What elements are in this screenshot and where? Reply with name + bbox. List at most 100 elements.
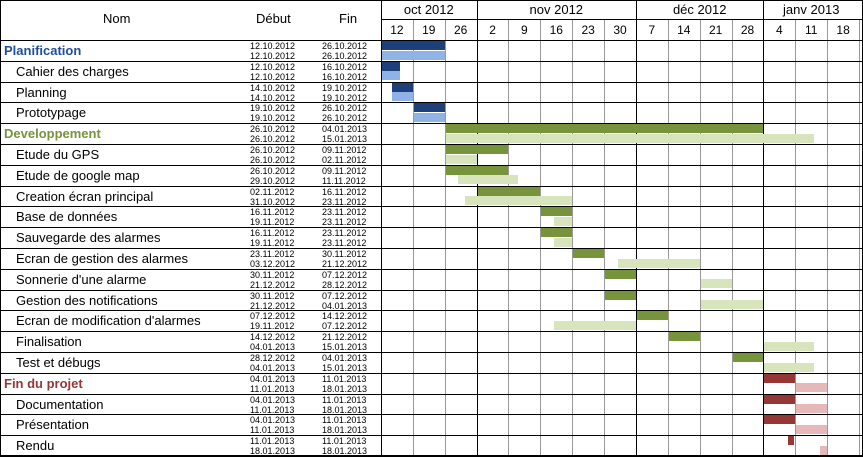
- task-date-end2: 28.12.2012: [322, 279, 368, 290]
- task-date-start1: 28.12.2012: [250, 353, 296, 363]
- task-name: Ecran de gestion des alarmes: [16, 251, 188, 266]
- month-label: déc 2012: [672, 2, 727, 17]
- task-date-end1: 11.01.2013: [322, 373, 367, 384]
- task-bar-actual: [796, 424, 828, 434]
- month-label: oct 2012: [403, 2, 454, 17]
- week-label: 16: [549, 23, 563, 37]
- task-bar-planned: [788, 436, 794, 446]
- task-bar-actual: [554, 237, 573, 247]
- task-date-start2: 04.01.2013: [250, 363, 296, 373]
- task-date-start1: 26.10.2012: [250, 145, 296, 155]
- week-label: 2: [489, 23, 496, 37]
- week-label: 21: [708, 23, 723, 37]
- task-bar-actual: [464, 196, 573, 206]
- task-bar-planned: [382, 61, 401, 71]
- task-date-end1: 16.10.2012: [322, 61, 368, 72]
- task-date-end2: 18.01.2013: [322, 404, 368, 415]
- task-bar-planned: [541, 207, 573, 217]
- task-date-start2: 21.12.2012: [250, 300, 296, 311]
- task-date-start2: 12.10.2012: [250, 71, 296, 82]
- week-label: 4: [776, 23, 783, 37]
- task-date-end1: 07.12.2012: [322, 290, 368, 301]
- row-divider: [0, 123, 863, 125]
- row-divider: [0, 310, 863, 312]
- month-label: nov 2012: [529, 2, 584, 17]
- task-bar-planned: [541, 228, 573, 238]
- task-date-start1: 30.11.2012: [250, 269, 295, 280]
- task-date-start1: 12.10.2012: [250, 41, 296, 51]
- task-date-start2: 31.10.2012: [250, 196, 296, 207]
- header-bottom-line: [0, 40, 863, 41]
- task-date-start2: 11.01.2013: [250, 404, 295, 415]
- row-divider: [0, 144, 863, 145]
- task-date-end2: 19.10.2012: [322, 92, 368, 103]
- task-name: Cahier des charges: [16, 63, 129, 79]
- task-date-end1: 11.01.2013: [322, 415, 367, 426]
- task-date-end1: 07.12.2012: [322, 269, 368, 280]
- task-name: Prototypage: [16, 105, 87, 121]
- task-date-end1: 14.12.2012: [322, 311, 368, 322]
- task-bar-actual: [554, 216, 573, 226]
- task-bar-planned: [445, 165, 509, 175]
- task-date-end2: 04.01.2013: [322, 300, 368, 311]
- week-label: 9: [521, 23, 528, 37]
- task-bar-actual: [820, 445, 828, 455]
- task-date-end1: 09.11.2012: [322, 145, 367, 155]
- task-bar-actual: [700, 300, 764, 310]
- task-bar-planned: [764, 373, 796, 383]
- task-bar-planned: [668, 332, 700, 342]
- task-bar-actual: [458, 175, 519, 185]
- row-divider: [0, 352, 863, 353]
- task-date-start1: 19.10.2012: [250, 103, 296, 114]
- row-divider: [0, 289, 863, 291]
- task-name: Fin du projet: [4, 375, 83, 391]
- task-name: Rendu: [16, 438, 55, 454]
- task-date-start2: 04.01.2013: [250, 342, 296, 353]
- task-date-end2: 23.11.2012: [322, 238, 367, 249]
- task-name: Documentation: [16, 396, 104, 412]
- row-divider: [0, 268, 863, 270]
- task-bar-planned: [413, 103, 445, 113]
- task-date-end1: 23.11.2012: [322, 207, 367, 218]
- task-name: Planification: [4, 43, 82, 58]
- task-name: Ecran de modification d'alarmes: [16, 313, 201, 329]
- row-divider: [0, 164, 863, 166]
- task-name: Sauvegarde des alarmes: [16, 230, 161, 246]
- task-date-start2: 03.12.2012: [250, 259, 296, 269]
- task-date-end2: 23.11.2012: [322, 217, 367, 228]
- week-label: 14: [677, 23, 691, 37]
- task-bar-planned: [445, 124, 764, 134]
- task-date-end1: 19.10.2012: [322, 82, 368, 93]
- task-bar-planned: [732, 353, 764, 362]
- task-date-start2: 11.01.2013: [250, 425, 295, 436]
- week-grid-line: [540, 19, 542, 456]
- task-date-start1: 12.10.2012: [250, 61, 296, 72]
- task-bar-actual: [391, 92, 413, 102]
- task-date-end2: 18.01.2013: [322, 425, 368, 436]
- month-row-divider: [381, 19, 863, 20]
- task-date-end2: 07.12.2012: [322, 321, 368, 332]
- task-bar-actual: [445, 133, 815, 143]
- task-date-end1: 30.11.2012: [322, 249, 367, 259]
- task-date-end2: 11.11.2012: [322, 175, 366, 186]
- task-bar-planned: [477, 186, 541, 196]
- row-divider: [0, 248, 863, 249]
- task-bar-planned: [445, 145, 509, 154]
- task-bar-actual: [796, 383, 828, 393]
- column-header-start: Début: [256, 11, 291, 26]
- task-date-end2: 21.12.2012: [322, 259, 368, 269]
- task-name: Developpement: [4, 126, 101, 142]
- week-grid-line: [604, 19, 606, 456]
- task-date-end1: 16.11.2012: [322, 186, 367, 197]
- task-bar-planned: [605, 269, 636, 279]
- week-grid-line: [859, 19, 861, 456]
- task-date-end1: 23.11.2012: [322, 228, 367, 239]
- week-label: 11: [804, 23, 818, 37]
- task-date-start2: 19.11.2012: [250, 238, 295, 249]
- week-grid-line: [444, 19, 446, 456]
- task-date-end2: 15.01.2013: [322, 134, 368, 145]
- week-grid-line: [731, 19, 733, 456]
- task-bar-planned: [391, 82, 413, 92]
- task-date-start2: 26.10.2012: [250, 155, 296, 165]
